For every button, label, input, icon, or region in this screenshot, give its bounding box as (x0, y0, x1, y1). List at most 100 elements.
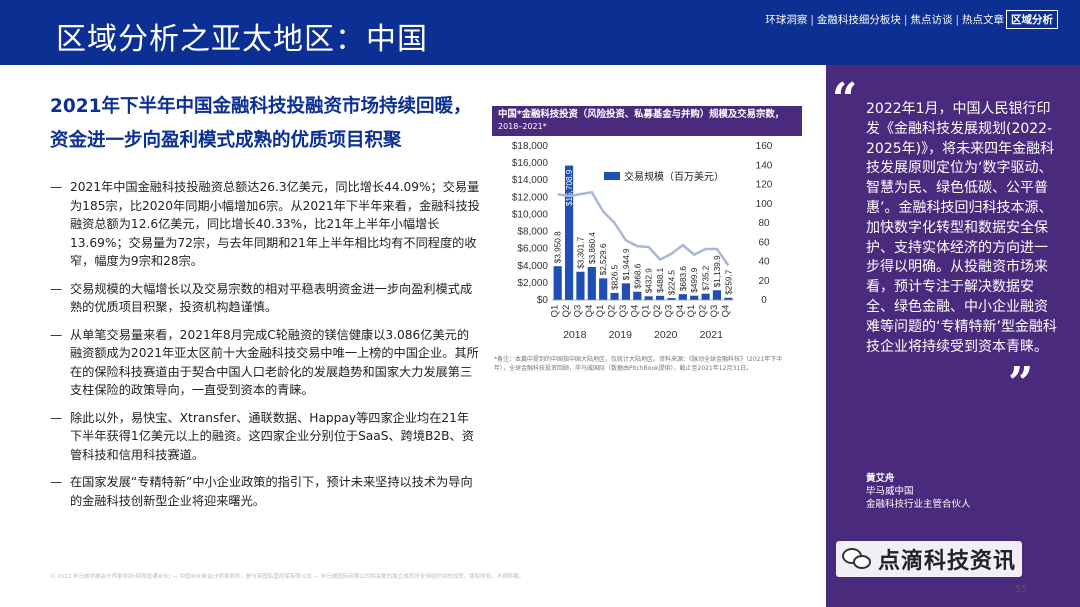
bar-data-label: $968.6 (633, 263, 642, 288)
chart-title: 中国*金融科技投资（风险投资、私募基金与并购）规模及交易宗数， 2018–2021… (492, 106, 802, 136)
bar-data-label: $826.5 (611, 264, 620, 289)
chart-bar (701, 293, 710, 300)
chart-bar (553, 266, 562, 300)
x-tick-label: Q2 (561, 305, 572, 318)
chart-bar (655, 295, 665, 300)
x-tick-label: Q2 (698, 305, 709, 318)
x-tick-label: Q1 (550, 305, 561, 318)
chart-plot: $18,000 $16,000 $14,000 $12,000 $10,000 $8,00… (512, 141, 773, 341)
bar-data-label: $432.9 (645, 268, 654, 293)
bar-data-label: $259.7 (724, 269, 733, 294)
bar-data-label: $1,944.9 (622, 248, 631, 280)
nav-item-fintech-sectors[interactable]: 金融科技细分板块 (816, 14, 901, 26)
open-quote-icon: “ (832, 74, 858, 125)
y-left-tick-label: $16,000 (512, 158, 549, 169)
bullet-text: 除此以外，易快宝、Xtransfer、通联数据、Happay等四家企业均在21年… (70, 410, 474, 462)
legend-label: 交易规模（百万美元） (624, 170, 724, 183)
chart-bar (667, 298, 676, 300)
y-left-tick-label: $14,000 (512, 175, 549, 186)
bullet-item: — 交易规模的大幅增长以及交易宗数的相对平稳表明资金进一步向盈利模式成熟的优质项目… (50, 280, 480, 317)
bar-data-label: $224.5 (667, 270, 676, 295)
x-tick-label: Q1 (595, 305, 606, 318)
author-role: 金融科技行业主管合伙人 (866, 499, 971, 510)
bullet-item: — 除此以外，易快宝、Xtransfer、通联数据、Happay等四家企业均在21… (50, 409, 480, 465)
bar-data-label: $3,950.8 (554, 231, 563, 263)
header-bar: 区域分析之亚太地区：中国 环球洞察 | 金融科技细分板块 | 焦点访谈 | 热点… (0, 0, 1080, 65)
y-left-tick-label: $4,000 (517, 261, 548, 272)
footer-copyright: © 2022 毕马威华振会计师事务所(特殊普通合伙) — 中国合伙制会计师事务所… (50, 574, 525, 580)
dash-marker: — (50, 327, 63, 342)
x-tick-label: Q3 (709, 305, 720, 318)
legend-swatch (604, 172, 620, 180)
bullet-text: 2021年中国金融科技投融资总额达26.3亿美元，同比增长44.09%；交易量为… (70, 180, 480, 268)
y-right-tick-label: 80 (758, 218, 770, 229)
year-group-label: 2019 (609, 329, 633, 341)
page-title: 区域分析之亚太地区：中国 (56, 22, 428, 57)
bar-data-label: $2,529.6 (599, 243, 608, 275)
bar-data-label: $3,860.4 (588, 232, 597, 264)
chart-title-main: 中国*金融科技投资（风险投资、私募基金与并购）规模及交易宗数， (498, 109, 785, 120)
dash-marker: — (50, 281, 63, 296)
nav-item-hot-articles[interactable]: 热点文章 (962, 14, 1004, 26)
page-number: 55 (1015, 584, 1028, 595)
y-left-tick-label: $6,000 (517, 244, 548, 255)
deal-count-line (557, 190, 730, 267)
chart-bar (678, 294, 687, 300)
year-group-label: 2020 (654, 329, 678, 341)
author-org: 毕马威中国 (866, 486, 914, 497)
y-left-tick-label: $0 (537, 295, 549, 306)
year-group-label: 2018 (563, 329, 587, 341)
bar-data-label: $488.1 (656, 267, 665, 292)
chart-bar (610, 292, 619, 300)
chart-bar (587, 266, 596, 300)
y-left-tick-label: $2,000 (517, 278, 548, 289)
y-right-tick-label: 40 (758, 257, 770, 268)
investment-chart: 中国*金融科技投资（风险投资、私募基金与并购）规模及交易宗数， 2018–2021… (492, 106, 802, 383)
author-name: 黄艾舟 (866, 473, 895, 484)
y-right-tick-label: 100 (756, 199, 773, 210)
source-note: *备注：本篇中提到的中国指中国大陆地区，仅统计大陆地区。资料来源：《脉动全球金融… (494, 356, 783, 372)
x-tick-label: Q4 (675, 305, 686, 318)
wechat-watermark: 点滴科技资讯 (836, 541, 1023, 577)
dash-marker: — (50, 180, 63, 194)
bullet-text: 交易规模的大幅增长以及交易宗数的相对平稳表明资金进一步向盈利模式成熟的优质项目积… (70, 281, 473, 315)
bullet-text: 在国家发展“专精特新”中小企业政策的指引下，预计未来坚持以技术为导向的金融科技创… (70, 475, 473, 508)
watermark-text: 点滴科技资讯 (878, 549, 1017, 574)
nav-item-global-insight[interactable]: 环球洞察 (765, 14, 808, 26)
y-left-tick-label: $18,000 (512, 141, 549, 152)
y-right-tick-label: 0 (761, 295, 767, 306)
chart-bar (712, 290, 722, 300)
bullet-text: 从单笔交易量来看，2021年8月完成C轮融资的镁信健康以3.086亿美元的融资额… (70, 327, 479, 398)
section-headline: 2021年下半年中国金融科技投融资市场持续回暖， 资金进一步向盈利模式成熟的优质… (50, 90, 480, 158)
headline-line-1: 2021年下半年中国金融科技投融资市场持续回暖， (50, 96, 472, 117)
x-tick-label: Q4 (584, 305, 595, 318)
y-right-tick-label: 160 (756, 141, 773, 152)
chart-bar (724, 297, 733, 300)
x-tick-label: Q2 (652, 305, 663, 318)
bullet-item: — 从单笔交易量来看，2021年8月完成C轮融资的镁信健康以3.086亿美元的融资… (50, 326, 480, 400)
chart-title-sub: 2018–2021* (498, 122, 547, 131)
nav-separator: | (810, 13, 814, 26)
quote-panel (826, 65, 1080, 607)
y-right-tick-label: 120 (756, 180, 773, 191)
bullet-item: — 2021年中国金融科技投融资总额达26.3亿美元，同比增长44.09%；交易量… (50, 178, 480, 271)
x-tick-label: Q3 (663, 305, 674, 318)
x-tick-label: Q4 (629, 305, 640, 318)
top-nav: 环球洞察 | 金融科技细分板块 | 焦点访谈 | 热点文章 区域分析 (765, 10, 1058, 29)
y-left-tick-label: $8,000 (517, 227, 548, 238)
bar-data-label: $1,139.9 (713, 255, 722, 287)
nav-item-regional-analysis[interactable]: 区域分析 (1006, 10, 1058, 29)
bar-data-label: $15,708.9 (565, 169, 574, 206)
x-tick-label: Q3 (618, 305, 629, 318)
x-tick-label: Q1 (686, 305, 697, 318)
wechat-icon (842, 546, 872, 572)
y-left-tick-label: $12,000 (512, 192, 549, 203)
dash-marker: — (50, 410, 63, 425)
chart-bar (599, 278, 608, 300)
nav-item-interviews[interactable]: 焦点访谈 (910, 14, 953, 26)
x-tick-label: Q2 (607, 305, 618, 318)
y-right-tick-label: 60 (758, 237, 770, 248)
bar-data-label: $683.6 (679, 266, 688, 291)
y-left-tick-label: $10,000 (512, 209, 549, 220)
bullet-list: — 2021年中国金融科技投融资总额达26.3亿美元，同比增长44.09%；交易量… (50, 178, 480, 519)
